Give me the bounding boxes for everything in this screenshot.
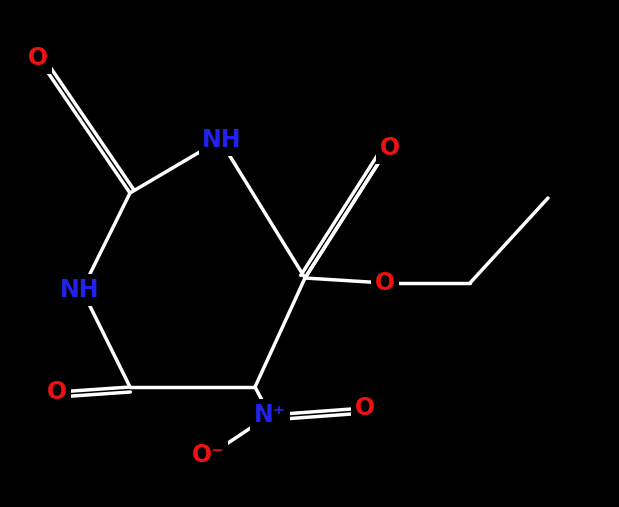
Text: N⁺: N⁺ xyxy=(254,403,286,427)
Text: O: O xyxy=(380,136,400,160)
Text: O: O xyxy=(47,380,67,404)
Text: O⁻: O⁻ xyxy=(192,443,224,467)
Text: O: O xyxy=(355,396,375,420)
Text: O: O xyxy=(28,46,48,70)
Text: O: O xyxy=(375,271,395,295)
Text: NH: NH xyxy=(202,128,242,152)
Text: NH: NH xyxy=(60,278,100,302)
